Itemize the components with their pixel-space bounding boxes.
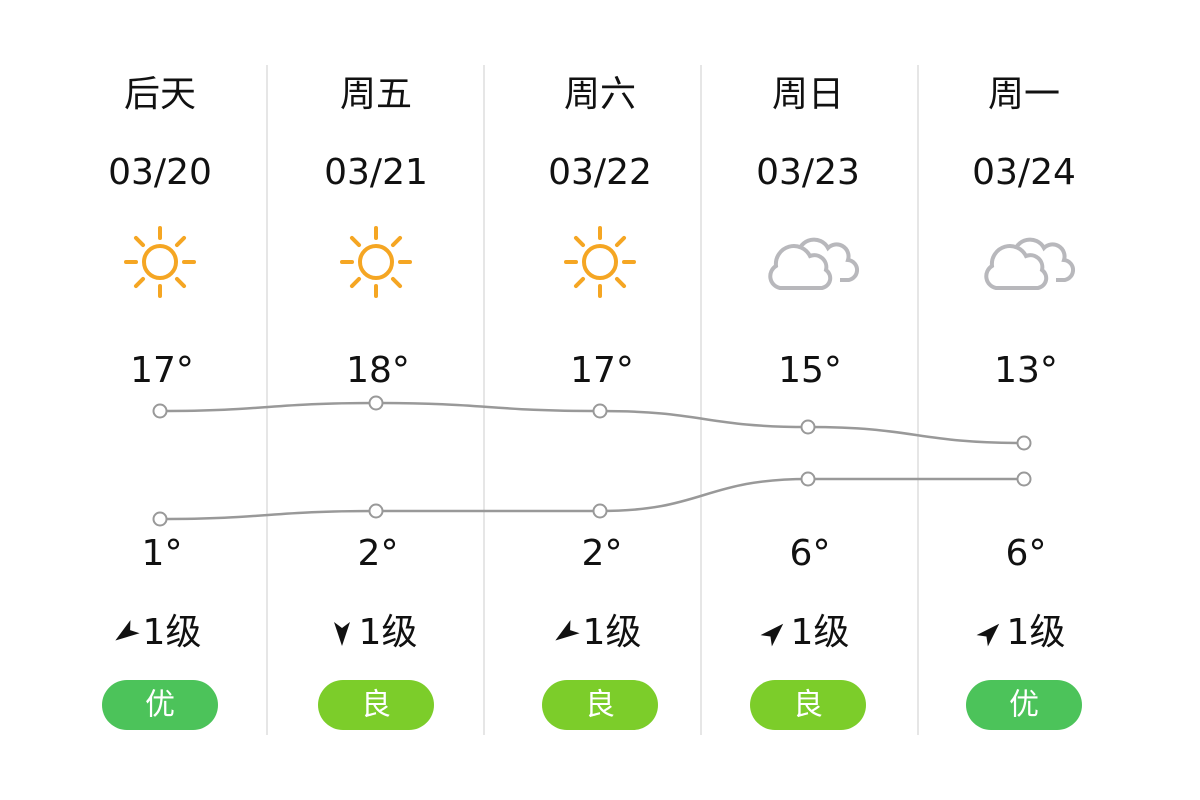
sun-core xyxy=(142,244,178,280)
aqi: 优 xyxy=(145,688,175,723)
sun-ray xyxy=(133,276,146,289)
low-label: 2° xyxy=(358,533,399,574)
wind: 1级 xyxy=(1007,612,1066,653)
high-label: 15° xyxy=(778,350,842,391)
low-point xyxy=(368,503,384,519)
high-point xyxy=(800,419,816,435)
date: 03/21 xyxy=(324,152,428,193)
aqi-pill xyxy=(966,680,1082,730)
sun-ray xyxy=(133,235,146,248)
date: 03/24 xyxy=(972,152,1076,193)
aqi-pill xyxy=(542,680,658,730)
wind-arrow xyxy=(555,620,580,641)
aqi-pill xyxy=(750,680,866,730)
high-label: 13° xyxy=(994,350,1058,391)
high-label: 17° xyxy=(570,350,634,391)
high-label: 17° xyxy=(130,350,194,391)
sun-ray xyxy=(174,235,187,248)
sun-ray xyxy=(390,235,403,248)
sun-icon xyxy=(340,226,412,298)
date: 03/20 xyxy=(108,152,212,193)
cloud-back xyxy=(1012,237,1075,283)
cloud-front xyxy=(984,244,1049,290)
date: 03/23 xyxy=(756,152,860,193)
aqi-pill xyxy=(102,680,218,730)
wind: 1级 xyxy=(143,612,202,653)
low-point xyxy=(592,503,608,519)
low-line xyxy=(159,477,1024,521)
high-label: 18° xyxy=(346,350,410,391)
low-point xyxy=(800,471,816,487)
wind-arrow xyxy=(334,622,350,646)
sun-ray xyxy=(573,276,586,289)
high-point xyxy=(152,403,168,419)
day-label: 周一 xyxy=(988,74,1060,115)
high-line xyxy=(159,401,1025,445)
cloud-icon xyxy=(768,237,859,290)
aqi: 良 xyxy=(361,688,391,723)
day-label: 后天 xyxy=(124,74,196,115)
wind-icon xyxy=(115,620,140,641)
cloud-icon xyxy=(984,237,1075,290)
wind-icon xyxy=(555,620,580,641)
sun-icon xyxy=(124,226,196,298)
low-label: 6° xyxy=(1006,533,1047,574)
cloud-front xyxy=(768,244,833,290)
aqi: 良 xyxy=(793,688,823,723)
sun-ray xyxy=(349,276,362,289)
high-point xyxy=(1016,435,1032,451)
wind-arrow xyxy=(760,623,784,647)
aqi: 良 xyxy=(585,688,615,723)
low-label: 6° xyxy=(790,533,831,574)
low-point xyxy=(152,511,168,527)
wind: 1级 xyxy=(583,612,642,653)
sun-ray xyxy=(390,276,403,289)
wind: 1级 xyxy=(791,612,850,653)
sun-ray xyxy=(174,276,187,289)
day-label: 周六 xyxy=(564,74,636,115)
sun-ray xyxy=(573,235,586,248)
sun-ray xyxy=(614,235,627,248)
high-point xyxy=(592,403,608,419)
low-label: 2° xyxy=(582,533,623,574)
wind-icon xyxy=(760,623,784,647)
aqi-pill xyxy=(318,680,434,730)
wind-icon xyxy=(334,622,350,646)
date: 03/22 xyxy=(548,152,652,193)
sun-ray xyxy=(614,276,627,289)
sun-core xyxy=(358,244,394,280)
high-point xyxy=(368,395,384,411)
aqi: 优 xyxy=(1009,688,1039,723)
day-label: 周日 xyxy=(772,74,844,115)
wind-icon xyxy=(976,623,1000,647)
wind: 1级 xyxy=(359,612,418,653)
low-label: 1° xyxy=(142,533,183,574)
sun-icon xyxy=(564,226,636,298)
day-label: 周五 xyxy=(340,74,412,115)
sun-core xyxy=(582,244,618,280)
wind-arrow xyxy=(115,620,140,641)
cloud-back xyxy=(796,237,859,283)
wind-arrow xyxy=(976,623,1000,647)
sun-ray xyxy=(349,235,362,248)
low-point xyxy=(1016,471,1032,487)
